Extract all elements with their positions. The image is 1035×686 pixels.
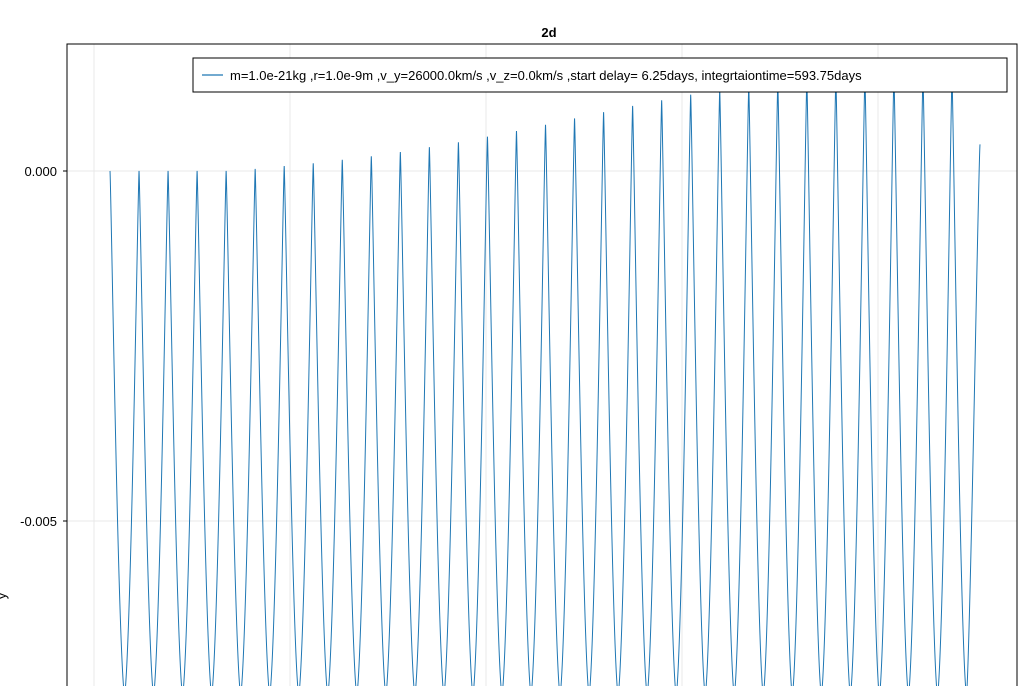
grid-lines — [67, 44, 1017, 686]
y-axis: 0.000 -0.005 — [20, 164, 67, 529]
series-line — [109, 75, 981, 686]
chart-title: 2d — [541, 25, 556, 40]
series-layer — [109, 75, 981, 686]
y-tick-label: 0.000 — [24, 164, 57, 179]
y-axis-label: y — [0, 592, 9, 599]
legend-box — [192, 57, 1008, 93]
plot-frame — [66, 43, 1018, 686]
legend-entry: m=1.0e-21kg ,r=1.0e-9m ,v_y=26000.0km/s … — [230, 68, 862, 83]
y-tick-label: -0.005 — [20, 514, 57, 529]
legend: m=1.0e-21kg ,r=1.0e-9m ,v_y=26000.0km/s … — [192, 57, 1008, 93]
